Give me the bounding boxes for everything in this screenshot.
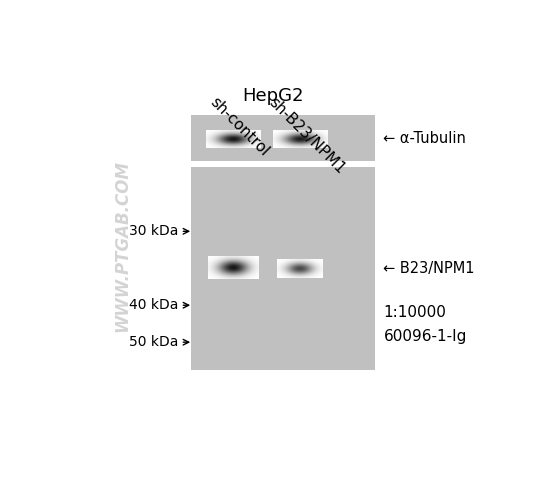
Text: ← B23/NPM1: ← B23/NPM1 xyxy=(383,261,475,276)
Text: ← α-Tubulin: ← α-Tubulin xyxy=(383,132,467,146)
Text: sh-B23/NPM1: sh-B23/NPM1 xyxy=(266,95,348,177)
Bar xyxy=(191,115,375,161)
Text: 30 kDa: 30 kDa xyxy=(129,224,178,238)
Text: sh-control: sh-control xyxy=(207,95,272,159)
Text: WWW.PTGAB.COM: WWW.PTGAB.COM xyxy=(113,160,131,332)
Text: 50 kDa: 50 kDa xyxy=(129,335,178,349)
Text: 40 kDa: 40 kDa xyxy=(129,298,178,312)
Bar xyxy=(191,167,375,370)
Text: 60096-1-Ig: 60096-1-Ig xyxy=(383,329,467,344)
Text: HepG2: HepG2 xyxy=(242,87,303,105)
Text: 1:10000: 1:10000 xyxy=(383,305,447,320)
